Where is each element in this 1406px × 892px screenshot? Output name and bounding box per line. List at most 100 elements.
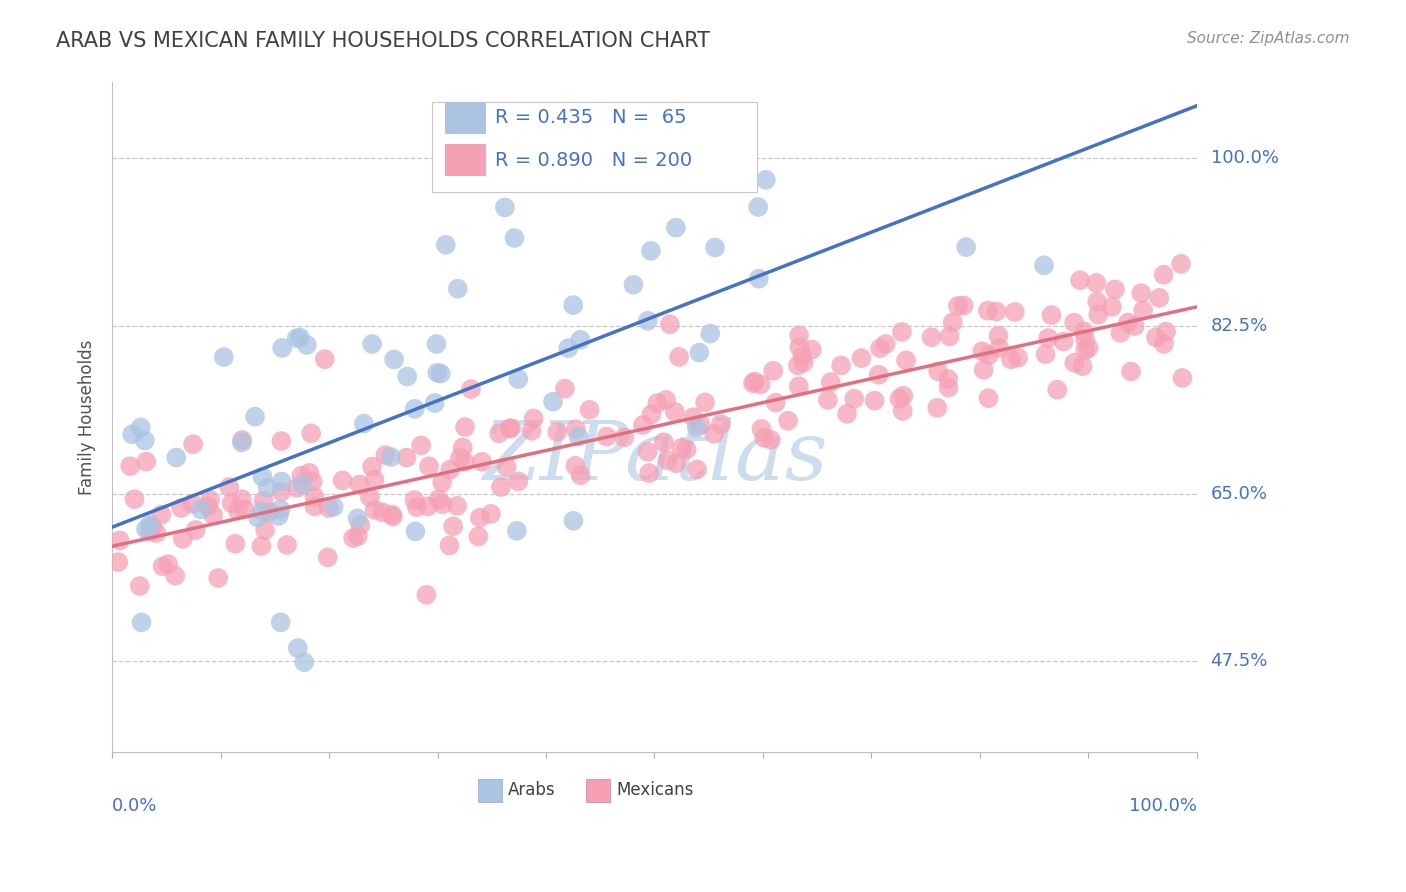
Point <box>792 350 814 364</box>
Point <box>1154 325 1177 339</box>
Point <box>270 502 292 516</box>
Point <box>108 533 131 548</box>
Point <box>349 477 371 491</box>
Point <box>800 343 823 357</box>
Point <box>820 375 842 389</box>
Point <box>181 497 204 511</box>
Point <box>503 231 526 245</box>
Point <box>152 559 174 574</box>
Point <box>212 350 235 364</box>
Text: Arabs: Arabs <box>508 781 555 799</box>
Point <box>157 557 180 571</box>
Point <box>894 353 917 368</box>
Point <box>869 341 891 355</box>
Point <box>523 411 546 425</box>
Point <box>747 200 769 214</box>
Point <box>557 341 579 355</box>
Text: 0.0%: 0.0% <box>112 797 157 814</box>
Point <box>863 393 886 408</box>
Point <box>404 524 426 539</box>
Point <box>778 414 800 428</box>
Point <box>221 496 243 510</box>
Point <box>382 352 405 367</box>
Point <box>411 438 433 452</box>
Point <box>891 404 914 418</box>
Point <box>977 303 1000 318</box>
Point <box>868 368 890 382</box>
Text: ARAB VS MEXICAN FAMILY HOUSEHOLDS CORRELATION CHART: ARAB VS MEXICAN FAMILY HOUSEHOLDS CORREL… <box>56 31 710 51</box>
Point <box>430 475 453 490</box>
Point <box>952 298 974 312</box>
Point <box>301 475 323 489</box>
Point <box>489 480 512 494</box>
Point <box>567 429 589 443</box>
Text: 47.5%: 47.5% <box>1211 652 1268 670</box>
Point <box>1123 319 1146 334</box>
Point <box>381 508 404 522</box>
Point <box>316 550 339 565</box>
Point <box>150 508 173 522</box>
Point <box>564 458 586 473</box>
Point <box>434 237 457 252</box>
Point <box>441 519 464 533</box>
Point <box>467 529 489 543</box>
Point <box>787 340 810 354</box>
Point <box>271 341 294 355</box>
FancyBboxPatch shape <box>446 102 486 134</box>
Point <box>546 425 568 439</box>
Point <box>1101 300 1123 314</box>
Point <box>1004 305 1026 319</box>
Point <box>295 338 318 352</box>
Point <box>446 499 468 513</box>
Point <box>889 392 911 406</box>
Point <box>129 420 152 434</box>
Point <box>704 240 727 254</box>
Point <box>569 468 592 483</box>
Point <box>664 405 686 419</box>
Point <box>755 173 778 187</box>
Point <box>404 492 426 507</box>
Point <box>290 468 312 483</box>
Point <box>432 497 454 511</box>
Point <box>1171 371 1194 385</box>
Point <box>361 337 384 351</box>
Point <box>1074 332 1097 346</box>
Point <box>890 325 912 339</box>
Point <box>787 379 810 393</box>
Point <box>752 431 775 445</box>
Point <box>288 330 311 344</box>
Point <box>704 169 727 184</box>
Point <box>835 407 858 421</box>
Point <box>1063 316 1085 330</box>
Point <box>224 537 246 551</box>
Point <box>374 448 396 462</box>
Point <box>259 505 281 519</box>
Point <box>121 427 143 442</box>
Point <box>425 337 447 351</box>
Point <box>416 500 439 514</box>
FancyBboxPatch shape <box>478 779 502 803</box>
Point <box>554 382 576 396</box>
Point <box>380 450 402 464</box>
Point <box>938 381 960 395</box>
Point <box>751 422 773 436</box>
Point <box>427 492 450 507</box>
Point <box>1144 330 1167 344</box>
Point <box>851 351 873 366</box>
Point <box>938 329 960 343</box>
Text: 82.5%: 82.5% <box>1211 317 1268 335</box>
FancyBboxPatch shape <box>586 779 610 803</box>
Point <box>252 493 274 508</box>
Point <box>231 435 253 450</box>
Point <box>699 326 721 341</box>
Point <box>893 389 915 403</box>
Point <box>1132 303 1154 318</box>
Point <box>322 500 344 514</box>
Point <box>426 366 449 380</box>
Point <box>363 473 385 487</box>
Point <box>506 524 529 538</box>
Point <box>682 410 704 425</box>
Point <box>1085 294 1108 309</box>
Point <box>973 363 995 377</box>
Point <box>787 328 810 343</box>
